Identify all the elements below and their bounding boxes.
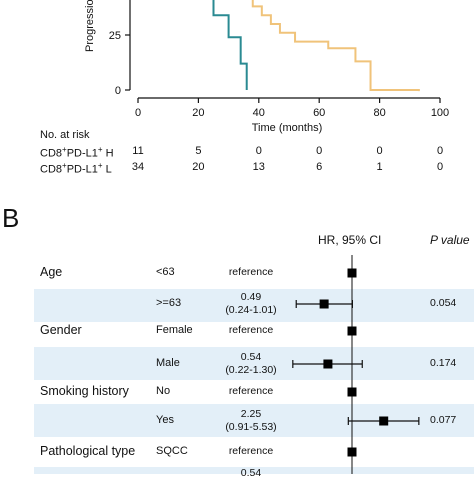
hr-point (323, 359, 333, 369)
forest-row-shade (34, 467, 474, 474)
hr-point (347, 447, 357, 457)
forest-variable-label: Age (40, 265, 63, 279)
km-chart: 25 0 Progression 0 20 40 60 80 100 Time (months) (84, 0, 449, 134)
forest-p-value: 0.054 (430, 297, 457, 309)
forest-row-shade (34, 347, 474, 380)
x-tick-label: 40 (253, 107, 265, 119)
risk-cell: 5 (195, 145, 202, 157)
risk-cell: 0 (436, 161, 444, 173)
forest-level-label: >=63 (156, 297, 182, 309)
x-tick-label: 20 (192, 107, 204, 119)
risk-cell: 34 (131, 161, 145, 173)
forest-hr-text: reference (228, 385, 274, 397)
hr-ci-header: HR, 95% CI (318, 233, 382, 247)
km-series-line-1 (212, 0, 248, 90)
forest-variable-label: Gender (40, 323, 82, 337)
risk-row-label: CD8+PD-L1+ L (40, 161, 112, 176)
risk-row-label: CD8+PD-L1+ H (40, 145, 114, 160)
p-value-header: P value (430, 233, 470, 247)
panel-letter-b: B (2, 203, 20, 233)
y-tick-label: 25 (109, 30, 121, 42)
risk-table-title: No. at risk (40, 129, 90, 141)
forest-level-label: SQCC (156, 445, 188, 457)
x-axis-title: Time (months) (252, 122, 323, 134)
hr-point (347, 268, 357, 278)
x-tick-label: 60 (313, 107, 325, 119)
forest-hr-text: reference (228, 266, 274, 278)
forest-hr-text: reference (228, 445, 274, 457)
y-tick-label: 0 (115, 85, 121, 97)
risk-cell: 20 (192, 161, 205, 173)
x-tick-label: 100 (431, 107, 449, 119)
risk-cell: 6 (316, 161, 323, 173)
km-series-line-2 (251, 0, 420, 92)
forest-level-label: Male (156, 357, 180, 369)
x-tick-label: 80 (373, 107, 385, 119)
risk-cell: 0 (255, 145, 262, 157)
forest-hr-text: 0.54 (0.22-1.30) (225, 351, 277, 376)
risk-cell: 13 (252, 161, 265, 173)
risk-cell: 11 (132, 145, 144, 157)
hr-point (319, 299, 329, 309)
hr-point (347, 326, 357, 336)
forest-hr-text: 0.49 (0.24-1.01) (225, 291, 277, 316)
risk-cell: 0 (376, 145, 383, 157)
risk-cell: 1 (376, 161, 383, 173)
forest-p-value: 0.174 (430, 357, 457, 369)
x-tick-label: 0 (135, 107, 141, 119)
forest-hr-text: reference (228, 324, 274, 336)
forest-level-label: No (156, 385, 171, 397)
forest-level-label: Female (156, 324, 193, 336)
hr-point (347, 387, 357, 397)
forest-row-shade (34, 289, 474, 322)
forest-level-label: <63 (156, 266, 175, 278)
risk-cell: 0 (316, 145, 323, 157)
forest-hr-text: 2.25 (0.91-5.53) (225, 408, 277, 433)
y-axis-title: Progression (84, 0, 96, 52)
forest-variable-label: Smoking history (40, 384, 129, 398)
forest-variable-label: Pathological type (40, 444, 136, 458)
forest-p-value: 0.077 (430, 414, 457, 426)
forest-level-label: Yes (156, 414, 174, 426)
hr-point (379, 416, 389, 426)
risk-cell: 0 (436, 145, 444, 157)
